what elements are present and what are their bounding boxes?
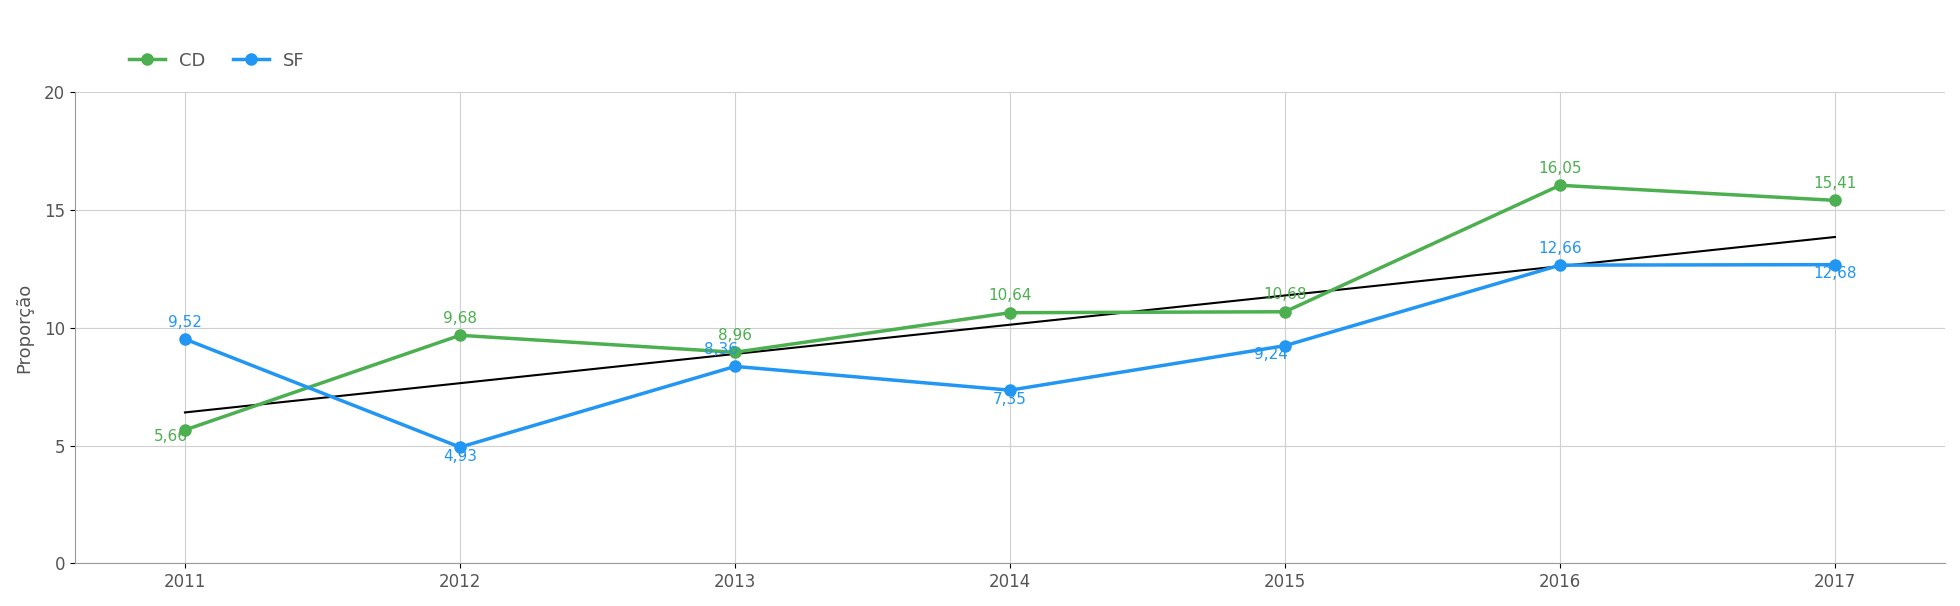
Text: 16,05: 16,05	[1539, 161, 1582, 176]
SF	[998, 387, 1021, 394]
Text: 5,66: 5,66	[155, 429, 188, 444]
CD	[1548, 182, 1572, 189]
Legend: CD, SF: CD, SF	[122, 45, 312, 78]
Text: 8,96: 8,96	[717, 328, 753, 343]
CD	[172, 427, 196, 434]
Text: 10,64: 10,64	[988, 288, 1031, 303]
SF	[723, 363, 747, 370]
CD	[723, 348, 747, 356]
CD	[1823, 197, 1846, 204]
Text: 10,68: 10,68	[1264, 287, 1307, 302]
CD	[1274, 308, 1298, 315]
Text: 9,68: 9,68	[443, 311, 476, 326]
SF	[449, 444, 472, 451]
Text: 15,41: 15,41	[1813, 176, 1856, 191]
Line: CD: CD	[180, 180, 1840, 436]
SF	[1823, 261, 1846, 268]
Text: 8,36: 8,36	[704, 342, 739, 357]
Text: 7,35: 7,35	[994, 391, 1027, 407]
Text: 9,52: 9,52	[169, 315, 202, 330]
Text: 4,93: 4,93	[443, 448, 476, 464]
CD	[998, 309, 1021, 316]
SF	[172, 336, 196, 343]
Text: 9,24: 9,24	[1254, 347, 1288, 362]
Y-axis label: Proporção: Proporção	[16, 282, 33, 373]
SF	[1274, 342, 1298, 349]
Text: 12,68: 12,68	[1813, 266, 1856, 281]
SF	[1548, 262, 1572, 269]
Line: SF: SF	[180, 259, 1840, 453]
CD	[449, 331, 472, 339]
Text: 12,66: 12,66	[1539, 241, 1582, 256]
